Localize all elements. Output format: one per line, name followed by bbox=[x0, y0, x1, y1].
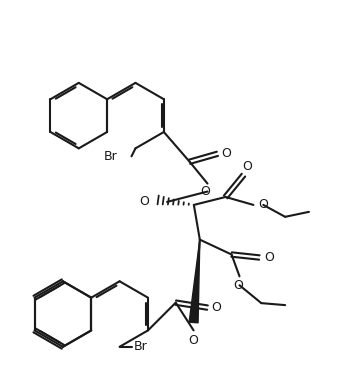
Text: Br: Br bbox=[133, 340, 147, 353]
Text: O: O bbox=[243, 160, 252, 173]
Text: O: O bbox=[234, 279, 244, 292]
Text: O: O bbox=[264, 251, 274, 264]
Polygon shape bbox=[189, 240, 200, 323]
Text: O: O bbox=[201, 185, 210, 198]
Text: O: O bbox=[189, 334, 198, 347]
Text: Br: Br bbox=[104, 150, 118, 163]
Text: O: O bbox=[258, 198, 268, 212]
Text: O: O bbox=[139, 195, 149, 208]
Text: O: O bbox=[221, 147, 231, 160]
Text: O: O bbox=[211, 301, 221, 314]
